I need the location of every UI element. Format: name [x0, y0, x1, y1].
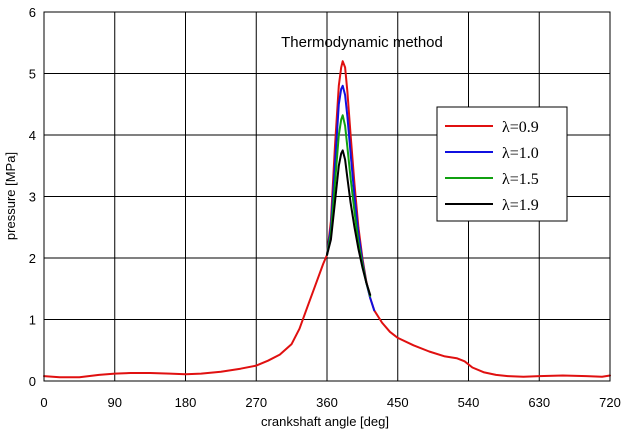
legend-label-3: λ=1.9: [502, 197, 539, 214]
legend-label-1: λ=1.0: [502, 145, 539, 162]
legend-label-0: λ=0.9: [502, 119, 539, 136]
x-tick-label-6: 540: [458, 395, 480, 410]
x-tick-label-2: 180: [175, 395, 197, 410]
legend-label-2: λ=1.5: [502, 171, 539, 188]
x-tick-label-0: 0: [40, 395, 47, 410]
x-tick-label-3: 270: [245, 395, 267, 410]
x-tick-label-1: 90: [108, 395, 122, 410]
series-line-0: [43, 60, 611, 379]
x-tick-label-4: 360: [316, 395, 338, 410]
x-tick-label-7: 630: [528, 395, 550, 410]
tick-labels: 0 90 180 270 360 450 540 630 720 0 1 2 3 4 5 6: [29, 5, 621, 410]
x-axis-label: crankshaft angle [deg]: [261, 414, 389, 429]
y-tick-label-3: 3: [29, 190, 36, 205]
legend: λ=0.9 λ=1.0 λ=1.5 λ=1.9: [436, 106, 568, 222]
plot-frame: [43, 11, 611, 382]
y-tick-label-2: 2: [29, 251, 36, 266]
y-axis-label: pressure [MPa]: [3, 152, 18, 240]
y-tick-label-0: 0: [29, 374, 36, 389]
x-tick-label-8: 720: [599, 395, 621, 410]
y-tick-label-6: 6: [29, 5, 36, 20]
series-line-3: [326, 149, 372, 296]
chart-title: Thermodynamic method: [281, 34, 443, 51]
series-lines: [43, 60, 611, 379]
y-tick-label-4: 4: [29, 128, 36, 143]
y-tick-label-1: 1: [29, 313, 36, 328]
y-tick-label-5: 5: [29, 67, 36, 82]
x-tick-label-5: 450: [387, 395, 409, 410]
